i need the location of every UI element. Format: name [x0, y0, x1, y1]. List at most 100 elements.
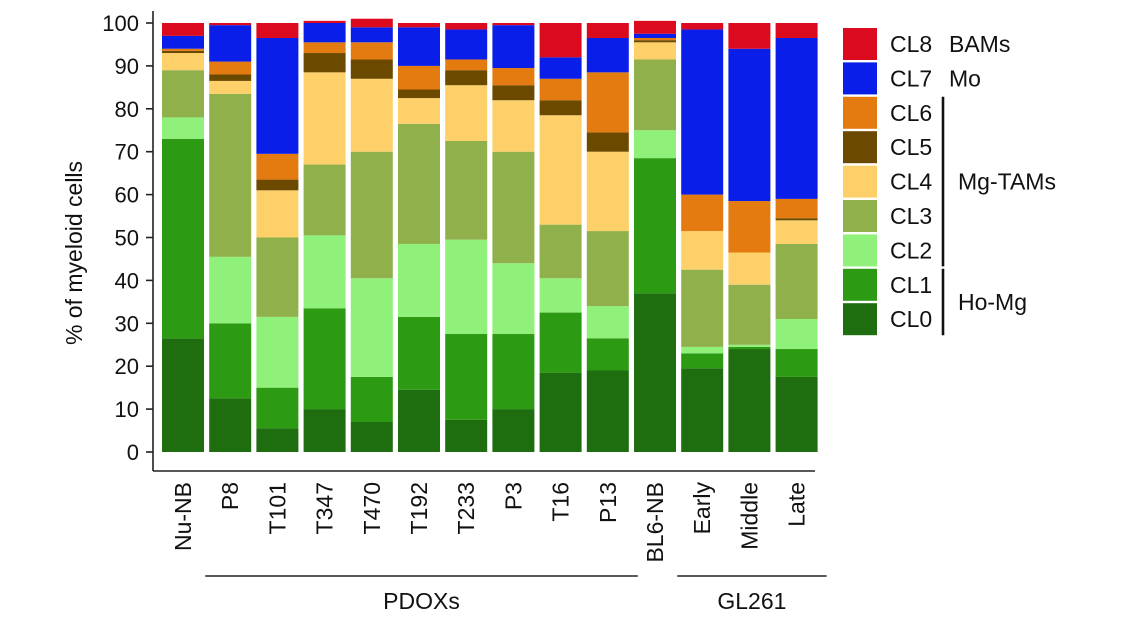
- legend-swatch-cl1: [843, 268, 877, 301]
- y-tick-label-10: 10: [115, 397, 139, 422]
- x-tick-label-middle: Middle: [736, 482, 762, 550]
- x-tick-label-t101: T101: [264, 482, 290, 534]
- bar-t192-cl8: [398, 23, 440, 28]
- bar-t101-cl8: [256, 23, 299, 39]
- bar-t347-cl1: [303, 308, 346, 410]
- bar-t347-cl4: [303, 72, 346, 165]
- category-groups: PDOXs GL261: [205, 575, 827, 614]
- y-tick-label-100: 100: [102, 11, 139, 36]
- legend-note-mo: Mo: [949, 65, 981, 91]
- legend-label-cl5: CL5: [890, 134, 932, 160]
- x-tick-label-t16: T16: [548, 482, 574, 522]
- bar-t192-cl0: [398, 389, 440, 452]
- bar-t16-cl3: [539, 224, 582, 279]
- bar-p3-cl8: [492, 23, 535, 26]
- bar-bl6-nb-cl3: [634, 59, 676, 131]
- legend: CL8 BAMs CL7 Mo CL6 CL5 CL4 CL3 CL2 CL1 CL0 Mg-TAMs…: [843, 28, 1056, 336]
- bar-early-cl6: [681, 194, 724, 232]
- bar-p13-cl0: [586, 370, 629, 452]
- legend-swatch-cl8: [843, 28, 877, 60]
- bar-p8-cl2: [209, 256, 252, 324]
- bar-t101-cl1: [256, 387, 299, 429]
- bar-t16-cl0: [539, 372, 582, 452]
- bar-bl6-nb-cl7: [634, 33, 676, 39]
- legend-label-cl3: CL3: [890, 203, 932, 229]
- bar-p3-cl2: [492, 263, 535, 335]
- bar-t101-cl5: [256, 179, 299, 191]
- bar-late-cl8: [775, 23, 818, 39]
- bar-t347-cl3: [303, 164, 346, 236]
- bar-nu-nb-cl2: [162, 117, 204, 139]
- bar-t470-cl2: [350, 278, 393, 377]
- bar-p13-cl2: [586, 306, 629, 339]
- bar-t233-cl2: [445, 239, 488, 335]
- bar-t233-cl7: [445, 29, 488, 60]
- bar-t470-cl3: [350, 151, 393, 279]
- x-tick-label-bl6-nb: BL6-NB: [642, 482, 668, 563]
- x-tick-label-early: Early: [689, 482, 715, 535]
- bar-bl6-nb-cl1: [634, 158, 676, 294]
- bar-p13-cl4: [586, 151, 629, 232]
- bar-t233-cl4: [445, 85, 488, 141]
- bar-t192-cl5: [398, 89, 440, 99]
- bar-t233-cl3: [445, 140, 488, 240]
- bar-early-cl1: [681, 353, 724, 369]
- bar-t101-cl0: [256, 428, 299, 452]
- x-tick-label-p13: P13: [595, 482, 621, 523]
- bar-p3-cl0: [492, 409, 535, 452]
- bar-early-cl4: [681, 231, 724, 270]
- bar-t233-cl1: [445, 334, 488, 420]
- bar-early-cl7: [681, 29, 724, 195]
- y-tick-label-90: 90: [115, 54, 139, 79]
- bar-t233-cl5: [445, 70, 488, 86]
- bar-p13-cl8: [586, 23, 629, 39]
- bar-t192-cl1: [398, 316, 440, 390]
- bar-t101-cl3: [256, 237, 299, 317]
- bar-t192-cl6: [398, 65, 440, 90]
- bar-p3-cl4: [492, 100, 535, 152]
- bar-t470-cl1: [350, 376, 393, 422]
- legend-swatch-cl3: [843, 200, 877, 232]
- y-tick-label-20: 20: [115, 354, 139, 379]
- bar-t192-cl4: [398, 98, 440, 124]
- bar-t192-cl7: [398, 27, 440, 66]
- bar-bl6-nb-cl2: [634, 130, 676, 159]
- bar-nu-nb-cl7: [162, 35, 204, 49]
- bar-nu-nb-cl1: [162, 138, 204, 339]
- bar-p8-cl4: [209, 80, 252, 94]
- group-label-pdoxs: PDOXs: [383, 588, 460, 614]
- legend-group-label-mg-tams: Mg-TAMs: [958, 169, 1056, 195]
- bar-middle-cl3: [728, 284, 771, 345]
- bar-t101-cl6: [256, 153, 299, 180]
- bar-nu-nb-cl4: [162, 53, 204, 71]
- legend-swatch-cl2: [843, 234, 877, 267]
- bar-late-cl2: [775, 319, 818, 350]
- bar-p8-cl8: [209, 23, 252, 26]
- bar-bl6-nb-cl5: [634, 40, 676, 43]
- bar-t470-cl0: [350, 421, 393, 452]
- y-tick-label-60: 60: [115, 183, 139, 208]
- bar-p3-cl1: [492, 334, 535, 410]
- bars-layer: [162, 18, 818, 453]
- bar-p3-cl3: [492, 151, 535, 264]
- legend-note-bams: BAMs: [949, 31, 1010, 57]
- bar-t233-cl6: [445, 59, 488, 71]
- bar-late-cl3: [775, 243, 818, 320]
- bar-t233-cl0: [445, 419, 488, 452]
- bar-t347-cl7: [303, 23, 346, 43]
- bar-t347-cl5: [303, 53, 346, 73]
- bar-t470-cl6: [350, 42, 393, 60]
- x-tick-label-nu-nb: Nu-NB: [170, 482, 196, 551]
- bar-p13-cl3: [586, 231, 629, 307]
- x-tick-label-t233: T233: [453, 482, 479, 534]
- bar-t16-cl4: [539, 115, 582, 225]
- x-tick-label-t347: T347: [312, 482, 338, 534]
- bar-nu-nb-cl5: [162, 50, 204, 54]
- bar-p8-cl0: [209, 398, 252, 453]
- bar-middle-cl7: [728, 48, 771, 202]
- bar-p8-cl7: [209, 25, 252, 62]
- x-tick-label-t470: T470: [359, 482, 385, 534]
- bar-late-cl0: [775, 376, 818, 452]
- bar-nu-nb-cl3: [162, 70, 204, 118]
